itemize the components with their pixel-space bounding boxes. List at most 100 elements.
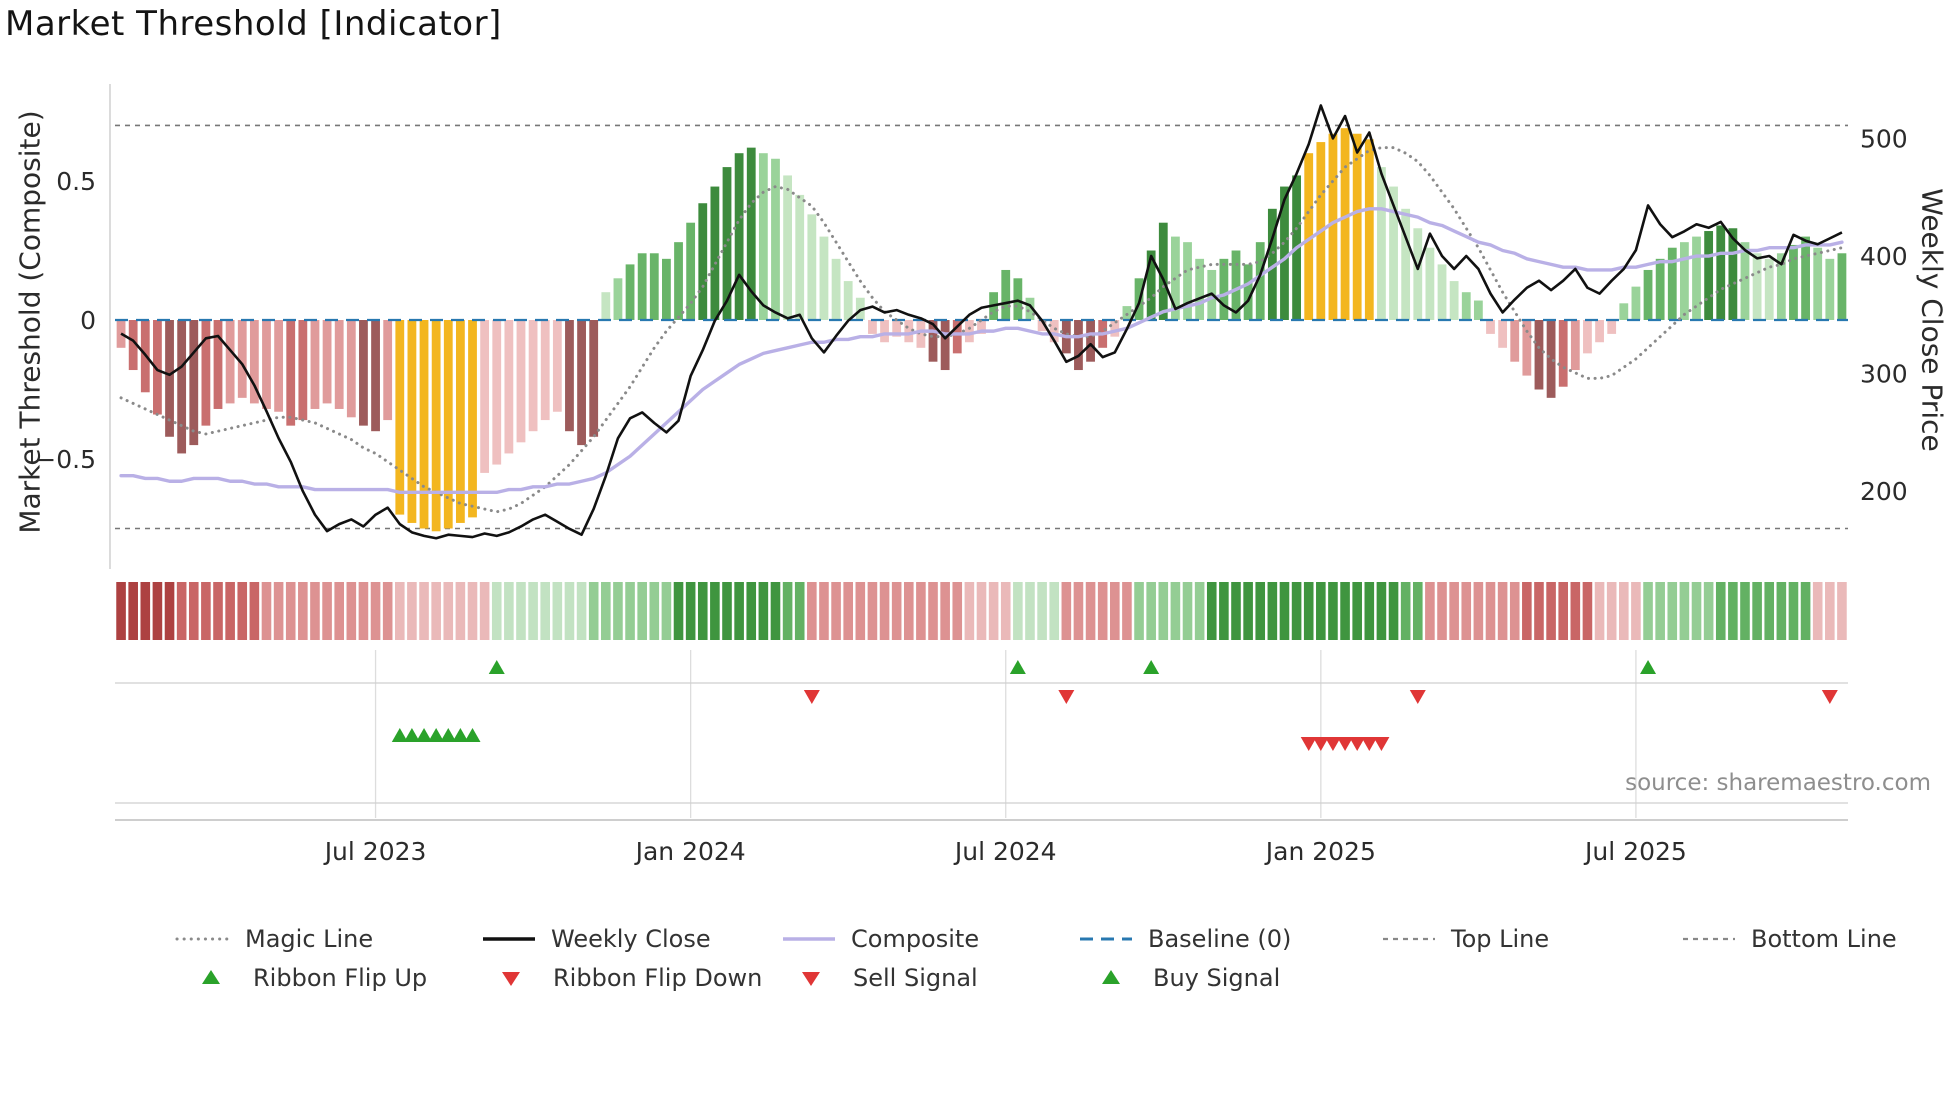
ribbon-cell: [1643, 582, 1653, 640]
threshold-bar: [468, 320, 477, 518]
ribbon-cell: [1606, 582, 1617, 640]
ribbon-cell: [479, 582, 490, 640]
weekly-close-line: [120, 104, 1843, 540]
ribbon-cell: [1825, 582, 1835, 640]
ribbon-cell: [1388, 582, 1399, 640]
ribbon-cell: [1728, 582, 1738, 640]
threshold-bar: [831, 258, 841, 320]
ribbon-cell: [1473, 582, 1484, 640]
legend-marker-icon-ribbon-flip-up: [202, 970, 220, 984]
ribbon-cell: [467, 582, 478, 640]
threshold-bar: [237, 320, 247, 398]
threshold-bar: [1304, 153, 1314, 320]
ribbon-cell: [1570, 582, 1581, 640]
ribbon-cell: [1582, 582, 1593, 640]
threshold-bar: [1595, 320, 1604, 343]
threshold-bar: [298, 320, 308, 421]
ribbon-cell: [1182, 582, 1193, 640]
ribbon-cell: [601, 582, 611, 640]
ribbon-cell: [407, 582, 417, 640]
left-axis-title: Market Threshold (Composite): [13, 110, 47, 534]
legend-label-ribbon-flip-down: Ribbon Flip Down: [553, 964, 763, 992]
threshold-bar: [552, 320, 562, 412]
ribbon-cell: [891, 582, 902, 640]
ribbon-cell: [1546, 582, 1556, 640]
sell-signal-marker: [1300, 737, 1317, 751]
threshold-bar: [1498, 320, 1508, 348]
right-axis-title: Weekly Close Price: [1915, 188, 1949, 452]
threshold-bar: [1037, 320, 1047, 332]
ribbon-cell: [1073, 582, 1084, 640]
threshold-bar: [1825, 258, 1835, 320]
threshold-bar: [431, 320, 441, 532]
threshold-bar: [249, 320, 259, 404]
legend-label-weekly-close: Weekly Close: [551, 925, 711, 953]
ribbon-cell: [1534, 582, 1544, 640]
threshold-bar: [346, 320, 356, 418]
threshold-bar: [1546, 320, 1556, 398]
ribbon-cell: [867, 582, 878, 640]
threshold-bar: [1364, 139, 1374, 320]
threshold-bar: [359, 320, 368, 426]
ribbon-cell: [1509, 582, 1520, 640]
composite-line: [119, 207, 1844, 495]
legend-item-top-line: Top Line: [1381, 925, 1549, 953]
threshold-bar: [1643, 269, 1653, 320]
threshold-bar: [1013, 278, 1023, 320]
threshold-bar: [1631, 286, 1641, 320]
chart-title: Market Threshold [Indicator]: [5, 4, 502, 44]
threshold-bar: [783, 175, 792, 320]
ribbon-cell: [1340, 582, 1350, 640]
threshold-bar: [952, 320, 962, 354]
ribbon-cell: [540, 582, 551, 640]
threshold-bar: [1667, 247, 1677, 320]
ribbon-cell: [285, 582, 296, 640]
ribbon-cell: [1558, 582, 1569, 640]
magic-line: [119, 146, 1844, 514]
ribbon-cell: [176, 582, 187, 640]
threshold-bar: [1728, 228, 1738, 320]
ribbon-cell: [1194, 582, 1205, 640]
ribbon-cell: [358, 582, 369, 640]
right-tick-label: 300: [1860, 360, 1908, 389]
threshold-bar: [1716, 225, 1726, 320]
ribbon-cell: [940, 582, 950, 640]
threshold-bar: [1764, 258, 1774, 320]
sell-signal-marker: [1324, 737, 1341, 751]
ribbon-cell: [491, 582, 502, 640]
threshold-bar: [1752, 253, 1762, 320]
ribbon-cell: [116, 582, 126, 640]
ribbon-cell: [346, 582, 357, 640]
sell-signal-marker: [1373, 737, 1390, 751]
ribbon-cell: [455, 582, 466, 640]
threshold-bar: [1146, 250, 1156, 320]
threshold-bar: [504, 320, 514, 454]
threshold-bar: [1655, 258, 1665, 320]
ribbon-cell: [588, 582, 599, 640]
threshold-bar: [1789, 244, 1798, 320]
threshold-bar: [722, 167, 732, 320]
ribbon-cell: [1291, 582, 1302, 640]
legend-label-buy-signal: Buy Signal: [1153, 964, 1281, 992]
ribbon-cell: [443, 582, 454, 640]
threshold-bar: [904, 320, 914, 343]
ribbon-cell: [1279, 582, 1290, 640]
ribbon-cell: [1667, 582, 1678, 640]
threshold-bar: [1377, 167, 1386, 320]
threshold-bar: [1352, 133, 1362, 320]
ribbon-cell: [1037, 582, 1047, 640]
ribbon-cell: [770, 582, 781, 640]
ribbon-cell: [298, 582, 308, 640]
threshold-bar: [625, 264, 635, 320]
ribbon-cell: [1061, 582, 1072, 640]
threshold-bar: [674, 242, 683, 320]
ribbon-flip-down-marker: [1409, 690, 1426, 704]
threshold-bar: [662, 258, 671, 320]
threshold-bar: [928, 320, 938, 362]
ribbon-cell: [1013, 582, 1023, 640]
ribbon-cell: [625, 582, 635, 640]
threshold-bar: [758, 153, 768, 320]
ribbon-cell: [697, 582, 708, 640]
threshold-bar: [1583, 320, 1592, 354]
ribbon-cell: [710, 582, 720, 640]
